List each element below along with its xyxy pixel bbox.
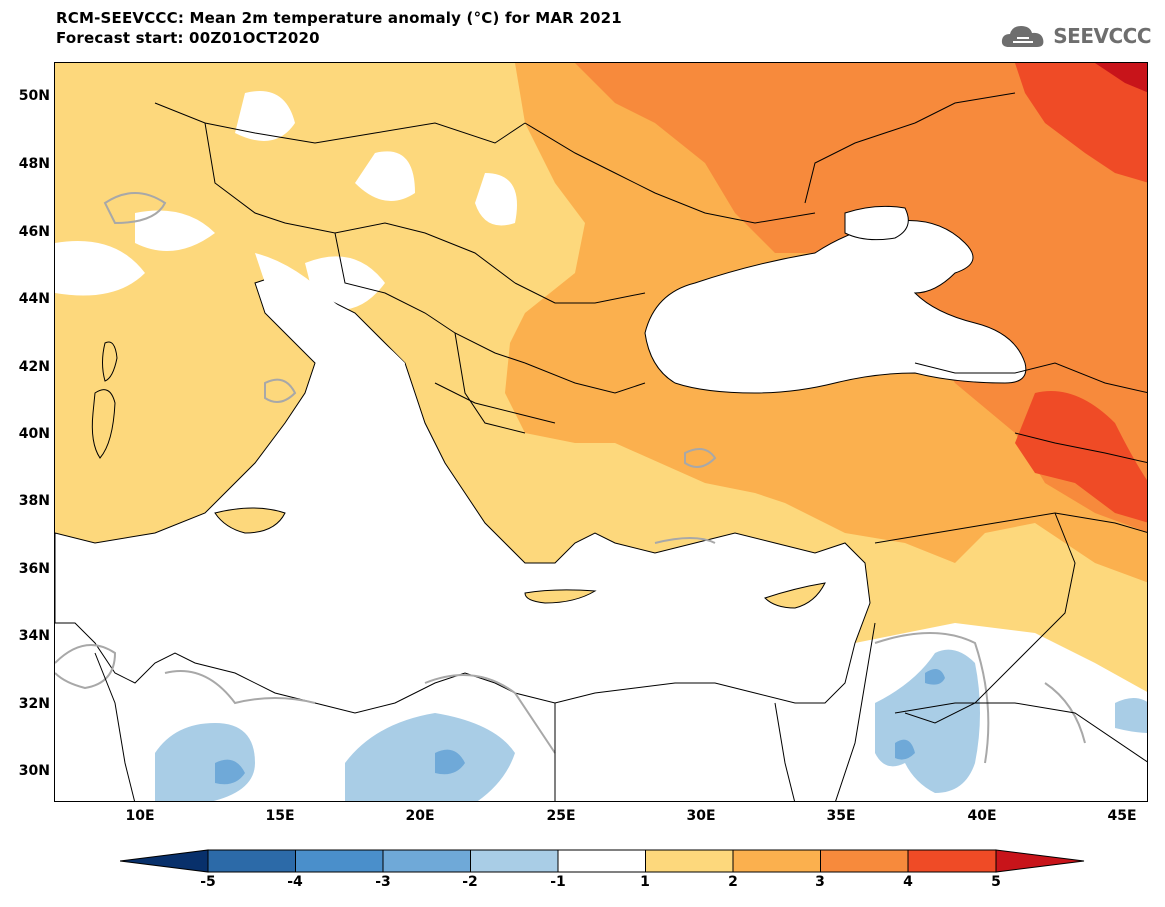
lat-label-34n: 34N [18, 628, 50, 644]
seevccc-logo: SEEVCCC [999, 18, 1151, 54]
colorbar-label: -2 [462, 874, 478, 890]
colorbar-bin-9 [907, 849, 997, 873]
colorbar-bin-5 [557, 849, 646, 873]
black-sea [644, 220, 1027, 394]
lon-label-45e: 45E [1107, 808, 1137, 824]
colorbar-bin-2 [295, 849, 384, 873]
map-canvas [55, 63, 1147, 801]
sicily [214, 507, 286, 534]
anomaly-region-3-4 [575, 63, 1147, 533]
cloud-logo-icon [1002, 26, 1044, 47]
title-line-2: Forecast start: 00Z01OCT2020 [56, 29, 320, 47]
anomaly-region-4-5 [1015, 63, 1147, 523]
anomaly-region-5plus [1095, 63, 1147, 93]
zero-contours [55, 192, 1086, 764]
lon-label-25e: 25E [546, 808, 576, 824]
lon-label-10e: 10E [125, 808, 155, 824]
map-title: RCM-SEEVCCC: Mean 2m temperature anomaly… [56, 8, 622, 48]
lat-label-42n: 42N [18, 359, 50, 375]
lon-label-20e: 20E [405, 808, 435, 824]
colorbar-bin-1 [207, 849, 296, 873]
lat-label-36n: 36N [18, 561, 50, 577]
colorbar-label: 2 [728, 874, 738, 890]
logo-text: SEEVCCC [1053, 24, 1151, 48]
colorbar-label: 3 [815, 874, 825, 890]
lat-label-48n: 48N [18, 156, 50, 172]
colorbar-arrow-right [995, 849, 1085, 873]
colorbar-label: -4 [287, 874, 303, 890]
colorbar-label: -1 [550, 874, 566, 890]
lon-label-35e: 35E [826, 808, 856, 824]
lat-label-44n: 44N [18, 291, 50, 307]
sardinia [91, 389, 116, 459]
colorbar-bin-6 [645, 849, 734, 873]
colorbar-label: 1 [640, 874, 650, 890]
lon-label-40e: 40E [967, 808, 997, 824]
sea-of-azov [844, 205, 909, 241]
adriatic-sea [255, 253, 405, 393]
colorbar-label: 5 [991, 874, 1001, 890]
colorbar-label: -5 [200, 874, 216, 890]
colorbar-bin-3 [382, 849, 471, 873]
lon-label-30e: 30E [686, 808, 716, 824]
crete [524, 589, 597, 604]
lat-label-30n: 30N [18, 763, 50, 779]
colorbar-label: -3 [375, 874, 391, 890]
lat-label-38n: 38N [18, 493, 50, 509]
title-line-1: RCM-SEEVCCC: Mean 2m temperature anomaly… [56, 9, 622, 27]
lon-label-15e: 15E [265, 808, 295, 824]
anomaly-region-neg-1-2 [155, 649, 1147, 801]
colorbar-bin-4 [470, 849, 559, 873]
lat-label-32n: 32N [18, 696, 50, 712]
anomaly-map [54, 62, 1148, 802]
lat-label-40n: 40N [18, 426, 50, 442]
lat-label-46n: 46N [18, 224, 50, 240]
colorbar [120, 849, 1085, 873]
colorbar-arrow-left [120, 849, 209, 873]
colorbar-bin-8 [820, 849, 909, 873]
corsica [102, 341, 118, 382]
colorbar-bin-7 [732, 849, 821, 873]
country-borders [94, 92, 1147, 801]
cyprus [764, 582, 826, 609]
colorbar-label: 4 [903, 874, 913, 890]
lat-label-50n: 50N [18, 88, 50, 104]
